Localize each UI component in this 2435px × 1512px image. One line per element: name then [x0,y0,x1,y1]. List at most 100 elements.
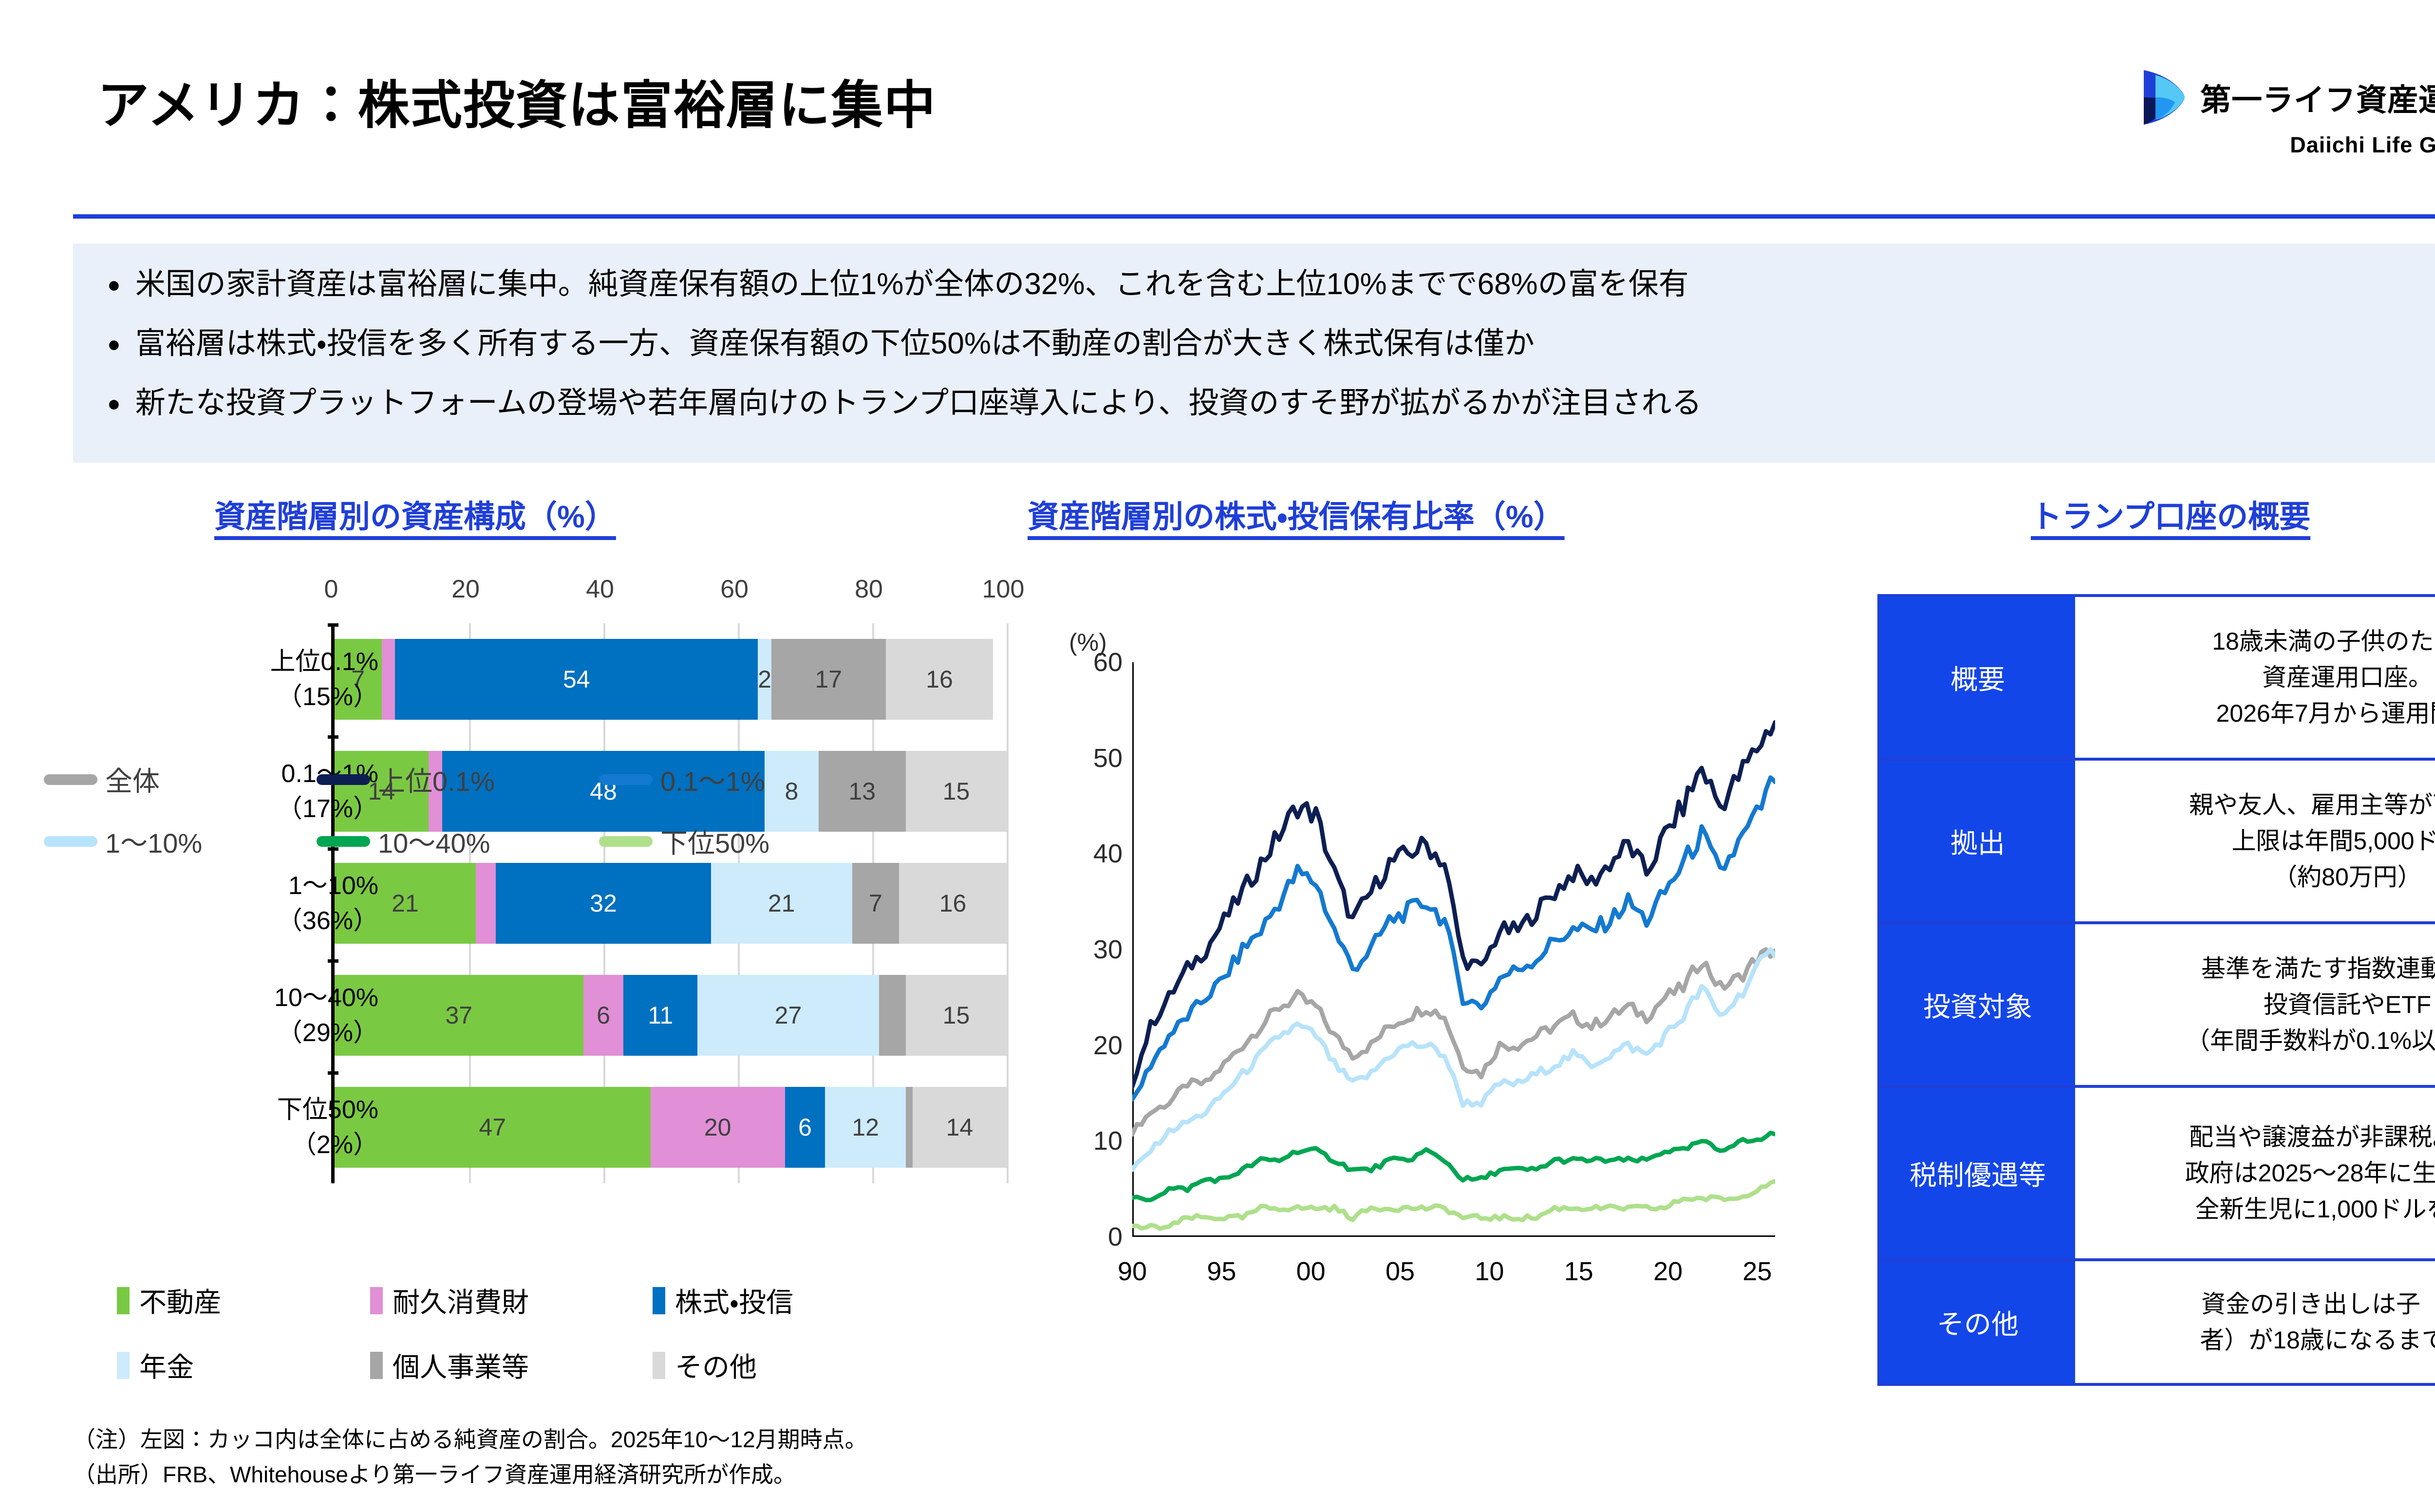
bar-segment: 15 [905,975,1007,1056]
brand-logo: 第一ライフ資産運用経済研究所 Daiichi Life Group [2141,68,2435,158]
legend-swatch-icon [117,1351,130,1379]
bullet-item: ● 新たな投資プラットフォームの登場や若年層向けのトランプ口座導入により、投資の… [107,375,2435,431]
bar-segment [429,751,442,832]
bar-segment [879,975,906,1056]
line-y-tick: 0 [1107,1222,1123,1251]
bar-segment: 12 [825,1087,906,1168]
bar-segment: 16 [885,639,993,720]
table-value-line: （年間手数料が0.1%以下等） [2186,1027,2435,1054]
bullet-text: 米国の家計資産は富裕層に集中。純資産保有額の上位1%が全体の32%、これを含む上… [135,267,1689,301]
bar-segment: 21 [711,863,852,944]
table-row-value: 資金の引き出しは子（受益者）が18歳になるまで不可 [2075,1261,2435,1383]
bar-segment: 48 [442,751,765,832]
legend-swatch-icon [653,1351,665,1379]
line-x-tick: 20 [1653,1257,1683,1286]
table-row-value: 基準を満たす指数連動型の投資信託やETF （年間手数料が0.1%以下等） [2075,924,2435,1085]
bar-row: 47 20 6 12 14 [335,1087,1007,1168]
legend-line-icon [599,774,653,785]
bullet-dot-icon: ● [107,331,121,356]
bar-category-label: 上位0.1% （15%） [125,644,378,714]
legend-label: 10～40% [378,828,490,859]
bar-category-name: 上位0.1% [270,648,378,676]
legend-label: 株式・投信 [675,1287,794,1318]
line-y-tick: 20 [1093,1030,1123,1060]
legend-line-icon [44,774,97,785]
table-row-key: 拠出 [1880,761,2075,921]
table-value-line: 資産運用口座。 [2262,664,2433,691]
table-row-value: 親や友人、雇用主等が可能。上限は年間5,000ドル （約80万円） [2075,761,2435,921]
title-divider [73,214,2435,219]
bar-segment: 17 [771,639,886,720]
table-value-line: 政府は2025～28年に生まれた [2185,1159,2435,1187]
legend-item: 耐久消費財 [370,1281,653,1320]
bar-category-label: 10～40% （29%） [125,980,378,1050]
equity-holding-line-chart: (%) 0 10 20 30 40 50 60 90 95 00 05 10 15 20 25 [998,575,1851,1378]
table-value-line: （約80万円） [2273,863,2422,891]
table-value-line: 全新生児に1,000ドルを付与 [2195,1195,2435,1223]
bullet-text: 新たな投資プラットフォームの登場や若年層向けのトランプ口座導入により、投資のすそ… [135,386,1702,420]
table-row-value: 配当や譲渡益が非課税。連邦政府は2025～28年に生まれた全新生児に1,000ド… [2075,1088,2435,1258]
legend-label: 不動産 [139,1287,221,1318]
table-value-line: 投資信託やETF [2263,991,2432,1018]
legend-label: 耐久消費財 [393,1287,529,1318]
bullet-text: 富裕層は株式・投信を多く所有する一方、資産保有額の下位50%は不動産の割合が大き… [135,327,1535,360]
bar-segment: 14 [912,1087,1007,1168]
table-row-key: 投資対象 [1880,924,2075,1085]
line-y-tick: 10 [1093,1126,1123,1156]
legend-item: 不動産 [117,1281,370,1320]
line-series-1 [1132,947,1775,1137]
left-chart-title: 資産階層別の資産構成（%） [214,499,616,534]
table-value-line: 基準を満たす指数連動型の [2201,955,2435,982]
legend-label: 個人事業等 [393,1352,529,1382]
legend-item: その他 [653,1345,906,1385]
line-plot-area [1132,662,1775,1237]
bar-row: 21 32 21 7 16 [335,863,1007,944]
line-x-tick: 00 [1296,1257,1326,1286]
bar-category-label: 1～10% （36%） [125,868,378,938]
legend-item: 全体 [44,760,317,799]
bar-x-axis: 0 20 40 60 80 100 [73,575,1025,609]
bar-segment: 11 [623,975,698,1056]
legend-swatch-icon [370,1351,383,1379]
legend-label: 下位50% [660,828,770,859]
bar-category-share: （36%） [277,907,378,935]
table-row-value: 18歳未満の子供のための資産運用口座。 2026年7月から運用開始 [2075,597,2435,758]
bar-y-tick [328,1071,338,1075]
line-x-tick: 10 [1475,1257,1504,1286]
asset-composition-bar-chart: 0 20 40 60 80 100 7 54 2 17 16 上位0.1% （15%） 14 48 8 13 1… [73,575,1025,1256]
summary-bullets: ● 米国の家計資産は富裕層に集中。純資産保有額の上位1%が全体の32%、これを含… [73,243,2435,463]
legend-line-icon [317,774,370,785]
bar-segment: 2 [758,639,771,720]
daiichi-life-logo-icon [2141,68,2188,127]
bar-segment: 6 [785,1087,825,1168]
bar-segment: 37 [335,975,583,1056]
bar-x-tick: 0 [324,575,338,603]
bar-segment [475,863,496,944]
legend-item: 1～10% [44,821,317,861]
legend-item: 個人事業等 [370,1345,653,1385]
footer-note: （注）左図：カッコ内は全体に占める純資産の割合。2025年10～12月期時点。 [73,1427,867,1452]
bar-category-share: （2%） [291,1131,378,1159]
line-x-tick: 15 [1564,1257,1593,1286]
table-row: 税制優遇等配当や譲渡益が非課税。連邦政府は2025～28年に生まれた全新生児に1… [1880,1088,2435,1261]
bar-segment: 15 [905,751,1007,832]
table-value-line: 親や友人、雇用主等が可能。 [2189,791,2435,819]
bullet-item: ● 富裕層は株式・投信を多く所有する一方、資産保有額の下位50%は不動産の割合が… [107,316,2435,372]
bar-category-name: 10～40% [274,984,378,1012]
bar-segment: 27 [697,975,879,1056]
bar-category-share: （15%） [277,683,378,711]
line-series-5 [1132,1130,1775,1202]
bar-plot-area: 75421716上位0.1%（15%）1448813150.1～1%（17%）2… [270,623,1009,1183]
bar-x-tick: 40 [586,575,614,603]
line-x-tick: 90 [1117,1257,1147,1286]
bar-segment: 47 [335,1087,651,1168]
table-value-line: 資金の引き出しは子（受益 [2201,1290,2435,1318]
bar-category-share: （29%） [277,1019,378,1047]
bar-segment: 20 [650,1087,785,1168]
table-row: 概要 18歳未満の子供のための資産運用口座。 2026年7月から運用開始 [1880,597,2435,761]
brand-subtitle: Daiichi Life Group [2290,132,2435,157]
line-chart-unit-label: (%) [1069,629,1107,656]
bar-row: 37 6 11 27 15 [335,975,1007,1056]
table-value-line: 上限は年間5,000ドル [2231,827,2435,855]
